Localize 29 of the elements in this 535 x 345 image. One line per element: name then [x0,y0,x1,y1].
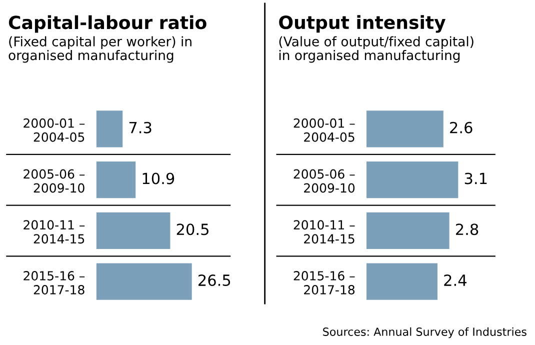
y-tick-label: 2010-11 – 2014-15 [294,220,355,244]
bar [96,110,123,148]
y-tick-label: 2000-01 – 2004-05 [24,118,85,142]
data-label: 2.8 [456,224,478,236]
y-tick-label: 2010-11 – 2014-15 [24,220,85,244]
bar [366,110,444,148]
chart-title: Output intensity [279,15,446,33]
chart-subtitle: (Value of output/fixed capital) in organised manufacturing [279,36,474,63]
y-tick-label: 2005-06 – 2009-10 [294,169,355,193]
bar [96,212,170,250]
bar [96,162,136,198]
data-label: 2.4 [444,274,466,286]
y-tick-label: 2005-06 – 2009-10 [24,169,85,193]
data-label: 2.6 [450,122,472,134]
data-label: 3.1 [464,172,487,184]
chart-subtitle: (Fixed capital per worker) in organised manufacturing [8,36,192,63]
chart-title: Capital-labour ratio [8,15,206,33]
bar [96,263,192,300]
y-tick-label: 2015-16 – 2017-18 [24,271,85,294]
bar [366,212,450,250]
y-tick-label: 2015-16 – 2017-18 [294,271,355,294]
bar [366,162,458,198]
source-note: Sources: Annual Survey of Industries [323,327,526,338]
data-label: 20.5 [176,224,208,236]
data-label: 26.5 [198,274,230,286]
y-tick-label: 2000-01 – 2004-05 [294,118,355,142]
data-label: 7.3 [129,122,152,134]
bar [366,263,438,300]
data-label: 10.9 [142,172,174,184]
